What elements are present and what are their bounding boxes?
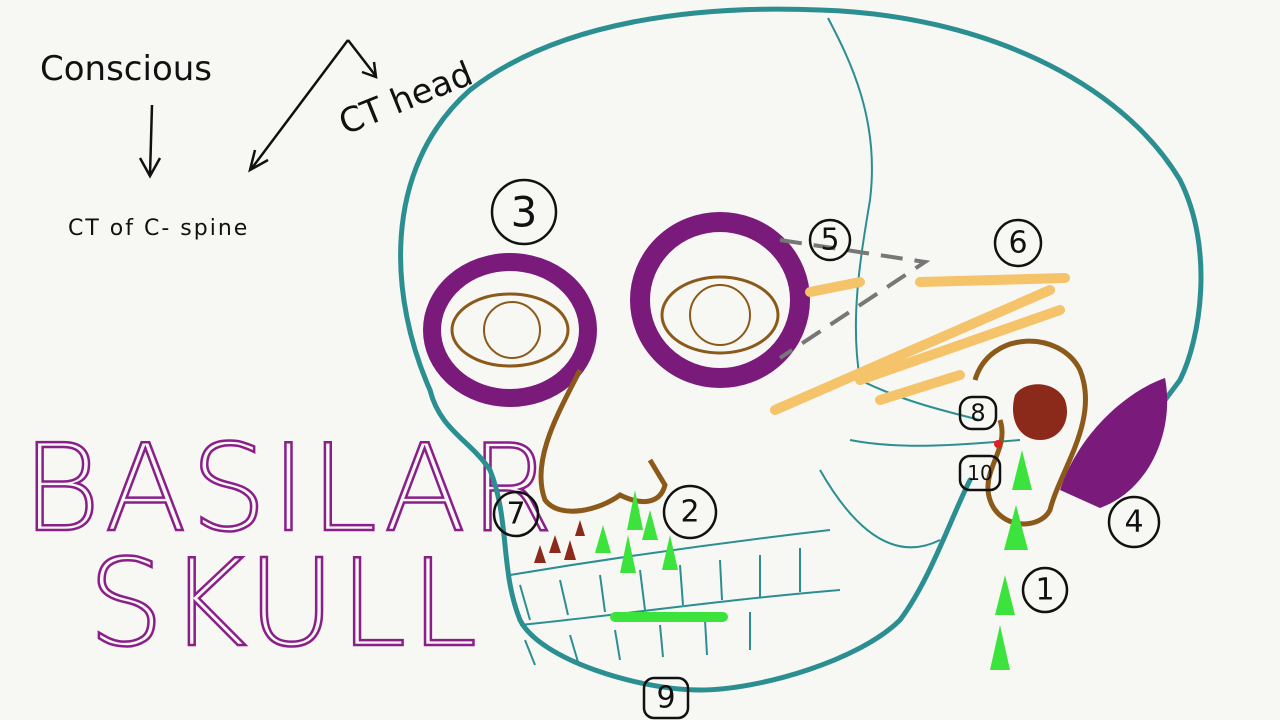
marker-label: 7 bbox=[506, 497, 525, 532]
arrows bbox=[138, 39, 378, 179]
marker-label: 4 bbox=[1124, 505, 1143, 540]
blood bbox=[534, 384, 1068, 563]
dot bbox=[994, 440, 1002, 448]
marker-label: 10 bbox=[967, 461, 992, 485]
markers: 1 2 3 4 5 6 7 8 9 10 bbox=[490, 178, 1161, 720]
title-line: SKULL bbox=[88, 535, 481, 674]
marker-label: 2 bbox=[680, 495, 699, 530]
marker-label: 1 bbox=[1035, 573, 1054, 608]
csf bbox=[595, 450, 1032, 670]
note: Conscious bbox=[40, 49, 212, 89]
skull bbox=[398, 6, 1204, 693]
note: CT of C- spine bbox=[68, 216, 249, 241]
marker-label: 3 bbox=[511, 188, 538, 237]
dashed-lines bbox=[778, 238, 931, 360]
marker-label: 8 bbox=[970, 399, 985, 427]
orbits bbox=[423, 212, 810, 407]
marker-label: 9 bbox=[656, 681, 675, 716]
marker-label: 5 bbox=[820, 223, 839, 258]
nose-ear bbox=[538, 338, 1088, 527]
temporal-lines bbox=[770, 273, 1070, 415]
note: CT head bbox=[333, 54, 478, 144]
marker-label: 6 bbox=[1008, 226, 1027, 261]
mastoid-bruise bbox=[1060, 378, 1168, 508]
